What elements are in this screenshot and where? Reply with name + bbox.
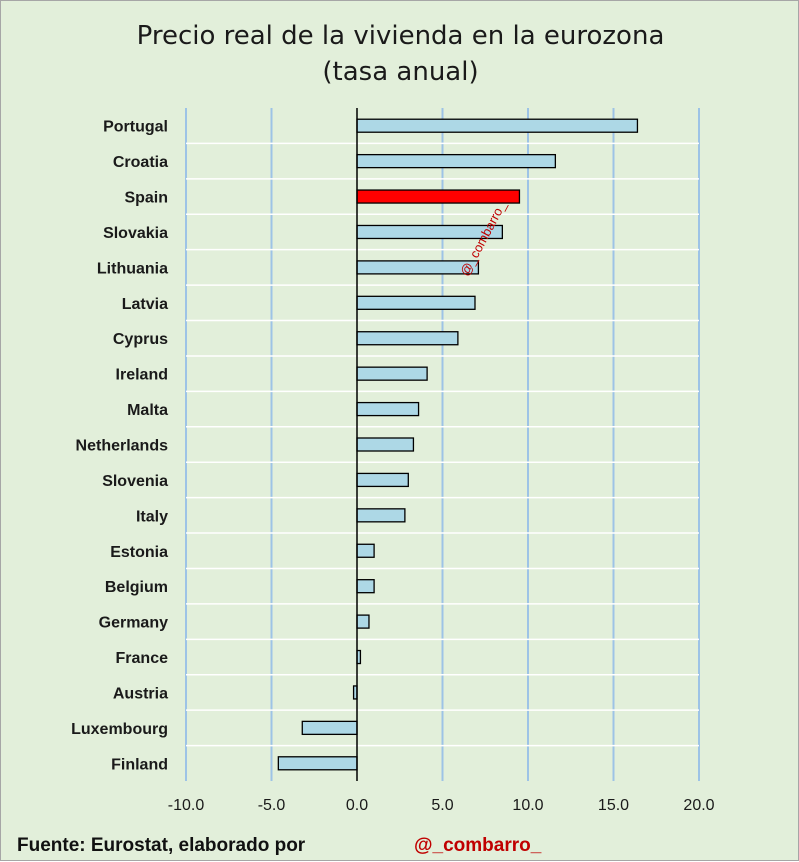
category-label-portugal: Portugal [103,119,168,136]
bar-slovenia [356,472,409,488]
category-label-cyprus: Cyprus [113,331,168,348]
category-label-spain: Spain [124,190,168,207]
category-label-netherlands: Netherlands [76,438,169,455]
category-label-luxembourg: Luxembourg [71,721,168,738]
x-tick-label: 5.0 [431,797,453,814]
category-label-croatia: Croatia [113,154,168,171]
category-label-malta: Malta [127,402,168,419]
category-label-ireland: Ireland [116,367,168,384]
chart-title: Precio real de la vivienda en la eurozon… [136,21,665,51]
source-note: Fuente: Eurostat, elaborado por [17,835,306,856]
x-tick-label: 20.0 [683,797,714,814]
x-tick-label: 10.0 [512,797,543,814]
category-label-slovenia: Slovenia [102,473,168,490]
category-label-italy: Italy [136,508,168,525]
bar-cyprus [356,331,459,346]
author-handle: @_combarro_ [414,835,542,856]
category-label-germany: Germany [99,615,168,632]
category-label-france: France [116,650,169,667]
x-tick-label: -10.0 [168,797,205,814]
category-label-austria: Austria [113,685,168,702]
bar-ireland [356,366,428,381]
chart-subtitle: (tasa anual) [322,57,479,87]
category-label-slovakia: Slovakia [103,225,168,242]
bar-portugal [356,118,639,133]
bar-germany [356,614,370,629]
category-label-lithuania: Lithuania [97,260,168,277]
bar-netherlands [356,437,415,452]
bar-croatia [356,153,557,169]
category-label-belgium: Belgium [105,579,168,596]
bar-finland [277,756,358,771]
bar-italy [356,508,406,523]
x-tick-label: -5.0 [258,797,286,814]
x-tick-label: 15.0 [598,797,629,814]
x-tick-label: 0.0 [346,797,368,814]
bar-luxembourg [301,720,358,736]
category-label-latvia: Latvia [122,296,168,313]
bar-malta [356,401,420,417]
bar-belgium [356,579,375,594]
category-label-finland: Finland [111,756,168,773]
bar-latvia [356,295,476,310]
bar-estonia [356,543,375,558]
category-label-estonia: Estonia [110,544,168,561]
